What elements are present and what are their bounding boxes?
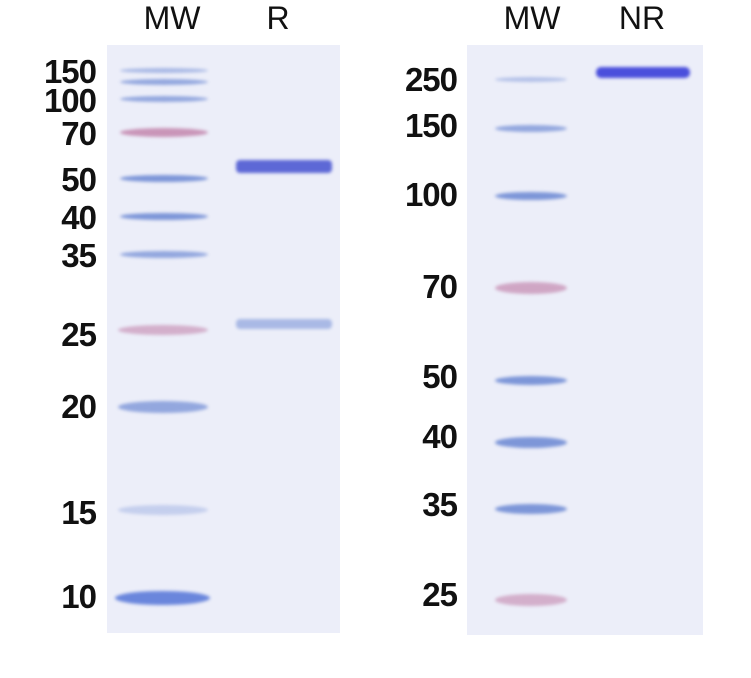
marker-band <box>495 77 567 82</box>
marker-label: 10 <box>61 578 97 615</box>
marker-band <box>120 68 208 73</box>
marker-label: 35 <box>422 486 458 523</box>
marker-label: 70 <box>422 268 458 305</box>
marker-label: 50 <box>61 161 97 198</box>
sample-band <box>236 160 332 173</box>
marker-label: 100 <box>404 176 458 213</box>
marker-band <box>495 594 567 606</box>
right-gel <box>467 45 703 635</box>
marker-label: 25 <box>61 316 97 353</box>
marker-label: 40 <box>422 418 458 455</box>
marker-band <box>120 96 208 102</box>
marker-label: 20 <box>61 388 97 425</box>
left-r-lane-title: R <box>266 0 290 36</box>
marker-band <box>120 79 208 85</box>
marker-band <box>118 325 208 335</box>
right-mw-lane-title: MW <box>503 0 561 36</box>
marker-band <box>495 504 567 514</box>
sample-band <box>596 67 690 78</box>
marker-label: 35 <box>61 237 97 274</box>
marker-label: 250 <box>404 61 458 98</box>
marker-label: 40 <box>61 199 97 236</box>
marker-label: 150 <box>404 107 458 144</box>
marker-band <box>118 505 208 515</box>
marker-label: 100 <box>43 82 97 119</box>
left-mw-lane-title: MW <box>143 0 201 36</box>
sample-band <box>236 319 332 329</box>
marker-band <box>120 128 208 137</box>
marker-band <box>120 175 208 182</box>
marker-label: 15 <box>61 494 97 531</box>
marker-label: 25 <box>422 576 458 613</box>
marker-label: 50 <box>422 358 458 395</box>
left-gel <box>107 45 340 633</box>
marker-label: 150 <box>43 53 97 90</box>
marker-band <box>120 213 208 220</box>
marker-band <box>118 401 208 413</box>
marker-label: 70 <box>61 115 97 152</box>
marker-band <box>495 192 567 200</box>
marker-band <box>495 437 567 448</box>
marker-band <box>120 251 208 258</box>
marker-band <box>115 591 210 605</box>
marker-band <box>495 282 567 294</box>
right-nr-lane-title: NR <box>618 0 666 36</box>
marker-band <box>495 376 567 385</box>
marker-band <box>495 125 567 132</box>
